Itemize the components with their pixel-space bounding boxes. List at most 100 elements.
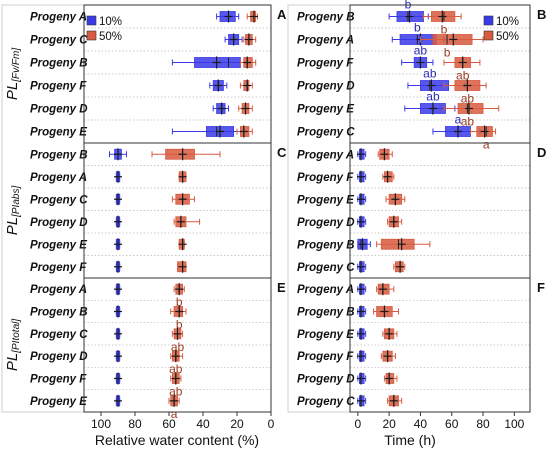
significance-letter-50pct: ab bbox=[169, 362, 183, 376]
x-axis-title-right: Time (h) bbox=[384, 432, 436, 448]
significance-letter-50pct: ab bbox=[169, 385, 183, 399]
legend-swatch-50pct bbox=[86, 30, 97, 41]
row-label: Progeny D bbox=[297, 374, 355, 386]
row-label: Progeny F bbox=[297, 172, 354, 184]
y-axis-label-main: PL bbox=[4, 217, 21, 235]
panel-frame bbox=[349, 142, 531, 279]
row-label: Progeny A bbox=[297, 35, 354, 47]
x-axis-title-left: Relative water content (%) bbox=[95, 432, 259, 448]
panel-letter: A bbox=[277, 7, 287, 22]
row-label: Progeny A bbox=[30, 284, 87, 296]
row-label: Progeny A bbox=[297, 284, 354, 296]
row-label: Progeny C bbox=[297, 127, 355, 139]
x-tick-label-right: 20 bbox=[382, 417, 396, 431]
significance-letter-50pct: b bbox=[444, 46, 451, 60]
row-label: Progeny A bbox=[297, 149, 354, 161]
significance-letter-50pct: ab bbox=[461, 92, 475, 106]
row-label: Progeny B bbox=[297, 307, 355, 319]
x-tick-label-right: 40 bbox=[414, 417, 428, 431]
row-label: Progeny C bbox=[297, 262, 355, 274]
panel-frame bbox=[83, 277, 272, 413]
significance-letter-50pct: a bbox=[171, 407, 178, 421]
significance-letter-50pct: ab bbox=[171, 340, 185, 354]
x-tick-label-right: 60 bbox=[445, 417, 459, 431]
legend-label-10pct: 10% bbox=[496, 16, 519, 28]
row-label: Progeny E bbox=[30, 396, 87, 408]
row-label: Progeny A bbox=[30, 172, 87, 184]
legend: 10%50% bbox=[483, 15, 519, 43]
x-tick-label-left: 100 bbox=[91, 417, 111, 431]
legend-label-10pct: 10% bbox=[99, 16, 122, 28]
panel-f: Progeny A Progeny B Progeny E Progeny F Prog… bbox=[297, 277, 545, 413]
panel-d: Progeny A Progeny F Progeny E Progeny D Prog… bbox=[297, 142, 546, 279]
row-label: Progeny C bbox=[30, 329, 88, 341]
y-axis-label-main: PL bbox=[4, 353, 21, 371]
significance-letter-50pct: ab bbox=[461, 115, 475, 129]
row-label: Progeny B bbox=[30, 307, 88, 319]
row-label: Progeny F bbox=[297, 58, 354, 70]
significance-letter-10pct: ab bbox=[426, 90, 440, 104]
row-label: Progeny F bbox=[297, 351, 354, 363]
legend-swatch-50pct bbox=[483, 30, 494, 41]
y-axis-label-subscript: [PItotal] bbox=[11, 319, 22, 354]
row-label: Progeny A bbox=[30, 12, 87, 24]
panel-letter: B bbox=[537, 7, 546, 22]
y-axis-label: PL[Fv/Fm] bbox=[4, 48, 22, 100]
significance-letter-50pct: b bbox=[441, 23, 448, 37]
row-label: Progeny E bbox=[297, 329, 354, 341]
significance-letter-50pct: b bbox=[176, 295, 183, 309]
x-tick-label-right: 100 bbox=[504, 417, 524, 431]
x-tick-label-right: 80 bbox=[476, 417, 490, 431]
row-label: Progeny D bbox=[30, 351, 88, 363]
x-tick-label-right: 0 bbox=[354, 417, 361, 431]
significance-letter-10pct: ab bbox=[414, 44, 428, 58]
significance-letter-10pct: b bbox=[405, 0, 412, 12]
row-label: Progeny E bbox=[30, 127, 87, 139]
x-tick-label-left: 0 bbox=[268, 417, 275, 431]
row-label: Progeny E bbox=[297, 194, 354, 206]
row-label: Progeny E bbox=[30, 239, 87, 251]
panel-a: Progeny A Progeny C Progeny B Progeny F Prog… bbox=[30, 4, 287, 144]
y-axis-label-subscript: [Fv/Fm] bbox=[11, 48, 22, 83]
legend-swatch-10pct bbox=[86, 15, 97, 26]
y-axis-label-main: PL bbox=[4, 82, 21, 100]
row-label: Progeny D bbox=[297, 217, 355, 229]
row-label: Progeny F bbox=[30, 81, 87, 93]
significance-letter-10pct: a bbox=[455, 113, 462, 127]
significance-letter-10pct: b bbox=[414, 21, 421, 35]
significance-letter-50pct: a bbox=[483, 138, 490, 152]
y-axis-label: PL[PItotal] bbox=[4, 319, 22, 371]
row-label: Progeny D bbox=[297, 81, 355, 93]
row-label: Progeny D bbox=[30, 217, 88, 229]
significance-letter-50pct: ab bbox=[456, 69, 470, 83]
row-label: Progeny C bbox=[30, 194, 88, 206]
significance-letter-50pct: b bbox=[176, 318, 183, 332]
legend-swatch-10pct bbox=[483, 15, 494, 26]
panel-letter: E bbox=[277, 280, 286, 295]
row-label: Progeny B bbox=[30, 58, 88, 70]
row-label: Progeny C bbox=[30, 35, 88, 47]
legend: 10%50% bbox=[86, 15, 122, 43]
row-label: Progeny B bbox=[297, 12, 355, 24]
x-tick-label-left: 40 bbox=[196, 417, 210, 431]
row-label: Progeny C bbox=[297, 396, 355, 408]
row-label: Progeny B bbox=[30, 149, 88, 161]
row-label: Progeny D bbox=[30, 104, 88, 116]
row-label: Progeny F bbox=[30, 374, 87, 386]
panel-c: Progeny B Progeny A Progeny C Progeny D Prog… bbox=[30, 142, 287, 279]
row-label: Progeny E bbox=[297, 104, 354, 116]
legend-label-50pct: 50% bbox=[99, 31, 122, 43]
panel-letter: C bbox=[277, 145, 287, 160]
y-axis-label-subscript: [PIabs] bbox=[11, 186, 22, 218]
row-label: Progeny B bbox=[297, 239, 355, 251]
x-tick-label-left: 60 bbox=[162, 417, 176, 431]
panel-frame bbox=[349, 277, 531, 413]
row-label: Progeny F bbox=[30, 262, 87, 274]
panel-letter: F bbox=[537, 280, 545, 295]
significance-letter-10pct: ab bbox=[423, 67, 437, 81]
x-tick-label-left: 20 bbox=[230, 417, 244, 431]
legend-label-50pct: 50% bbox=[496, 31, 519, 43]
x-tick-label-left: 80 bbox=[128, 417, 142, 431]
panel-letter: D bbox=[537, 145, 546, 160]
